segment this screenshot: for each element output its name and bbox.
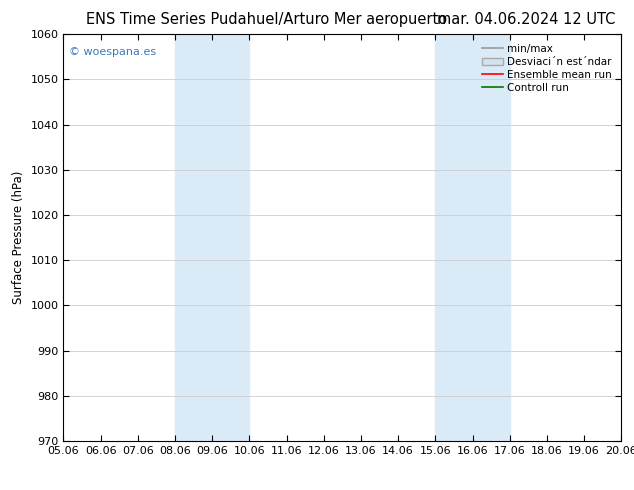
- Bar: [436, 34, 510, 441]
- Text: ENS Time Series Pudahuel/Arturo Mer aeropuerto: ENS Time Series Pudahuel/Arturo Mer aero…: [86, 12, 447, 27]
- Y-axis label: Surface Pressure (hPa): Surface Pressure (hPa): [12, 171, 25, 304]
- Bar: [175, 34, 249, 441]
- Text: © woespana.es: © woespana.es: [69, 47, 156, 56]
- Text: mar. 04.06.2024 12 UTC: mar. 04.06.2024 12 UTC: [437, 12, 615, 27]
- Legend: min/max, Desviaci´n est´ndar, Ensemble mean run, Controll run: min/max, Desviaci´n est´ndar, Ensemble m…: [478, 40, 616, 97]
